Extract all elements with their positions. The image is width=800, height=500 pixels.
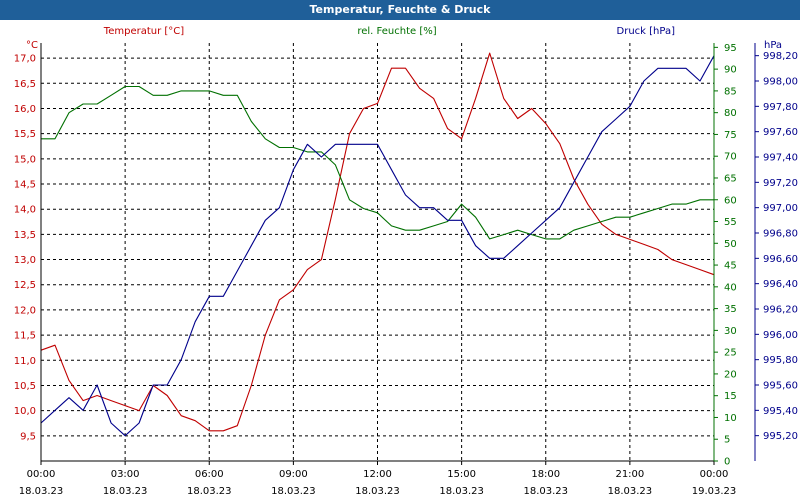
y-tick-pressure: 998,20 xyxy=(763,51,798,62)
y-tick-humidity: 45 xyxy=(724,261,737,272)
x-tick-date: 18.03.23 xyxy=(187,486,232,497)
y-tick-humidity: 80 xyxy=(724,108,737,119)
y-tick-humidity: 15 xyxy=(724,391,737,402)
y-tick-pressure: 997,80 xyxy=(763,102,798,113)
x-tick-time: 09:00 xyxy=(279,469,308,480)
axis-label-pressure: Druck [hPa] xyxy=(617,26,676,37)
y-tick-pressure: 998,00 xyxy=(763,77,798,88)
x-tick-time: 06:00 xyxy=(195,469,224,480)
y-tick-temperature: 15,0 xyxy=(14,154,36,165)
axis-label-humidity: rel. Feuchte [%] xyxy=(357,26,436,37)
y-tick-humidity: 25 xyxy=(724,348,737,359)
y-tick-pressure: 996,40 xyxy=(763,279,798,290)
series-line-pressure xyxy=(40,55,715,437)
x-tick-date: 18.03.23 xyxy=(439,486,484,497)
y-tick-temperature: 14,0 xyxy=(14,205,36,216)
x-tick-time: 00:00 xyxy=(700,469,729,480)
y-tick-pressure: 996,60 xyxy=(763,254,798,265)
y-tick-humidity: 85 xyxy=(724,86,737,97)
y-tick-humidity: 0 xyxy=(724,457,730,468)
y-tick-temperature: 13,5 xyxy=(14,230,36,241)
y-tick-pressure: 996,00 xyxy=(763,330,798,341)
y-tick-temperature: 9,5 xyxy=(20,431,36,442)
y-tick-temperature: 13,0 xyxy=(14,255,36,266)
x-tick-time: 15:00 xyxy=(447,469,476,480)
y-tick-pressure: 997,00 xyxy=(763,203,798,214)
y-tick-humidity: 90 xyxy=(724,65,737,76)
y-tick-humidity: 40 xyxy=(724,282,737,293)
y-tick-pressure: 995,20 xyxy=(763,431,798,442)
y-tick-humidity: 20 xyxy=(724,369,737,380)
y-tick-humidity: 60 xyxy=(724,195,737,206)
series-line-humidity xyxy=(41,85,714,240)
y-tick-temperature: 11,5 xyxy=(14,331,36,342)
y-tick-humidity: 70 xyxy=(724,152,737,163)
x-tick-date: 18.03.23 xyxy=(271,486,316,497)
y-tick-humidity: 30 xyxy=(724,326,737,337)
y-tick-temperature: 14,5 xyxy=(14,180,36,191)
y-tick-humidity: 35 xyxy=(724,304,737,315)
y-tick-pressure: 996,80 xyxy=(763,229,798,240)
y-tick-humidity: 5 xyxy=(724,435,730,446)
x-tick-date: 18.03.23 xyxy=(523,486,568,497)
x-tick-time: 00:00 xyxy=(27,469,56,480)
y-tick-humidity: 10 xyxy=(724,413,737,424)
x-tick-date: 18.03.23 xyxy=(103,486,148,497)
y-tick-temperature: 10,0 xyxy=(14,406,36,417)
y-tick-temperature: 17,0 xyxy=(14,54,36,65)
x-tick-date: 18.03.23 xyxy=(608,486,653,497)
x-tick-time: 18:00 xyxy=(531,469,560,480)
y-tick-humidity: 95 xyxy=(724,43,737,54)
y-tick-pressure: 997,40 xyxy=(763,153,798,164)
y-tick-humidity: 55 xyxy=(724,217,737,228)
y-tick-pressure: 995,40 xyxy=(763,406,798,417)
y-tick-humidity: 75 xyxy=(724,130,737,141)
y-tick-temperature: 11,0 xyxy=(14,356,36,367)
y-tick-pressure: 997,60 xyxy=(763,127,798,138)
y-tick-humidity: 65 xyxy=(724,173,737,184)
y-tick-temperature: 16,5 xyxy=(14,79,36,90)
unit-pressure: hPa xyxy=(764,40,782,51)
y-tick-pressure: 996,20 xyxy=(763,305,798,316)
x-tick-time: 12:00 xyxy=(363,469,392,480)
y-tick-temperature: 15,5 xyxy=(14,129,36,140)
y-tick-temperature: 10,5 xyxy=(14,381,36,392)
y-tick-pressure: 997,20 xyxy=(763,178,798,189)
y-tick-temperature: 12,0 xyxy=(14,305,36,316)
y-tick-pressure: 995,80 xyxy=(763,355,798,366)
x-tick-date: 18.03.23 xyxy=(19,486,64,497)
x-tick-date: 18.03.23 xyxy=(355,486,400,497)
chart-title: Temperatur, Feuchte & Druck xyxy=(0,0,800,20)
x-tick-time: 21:00 xyxy=(615,469,644,480)
y-tick-temperature: 12,5 xyxy=(14,280,36,291)
y-tick-pressure: 995,60 xyxy=(763,381,798,392)
x-tick-date: 19.03.23 xyxy=(692,486,737,497)
y-tick-temperature: 16,0 xyxy=(14,104,36,115)
y-tick-humidity: 50 xyxy=(724,239,737,250)
unit-temperature: °C xyxy=(26,40,38,51)
axis-label-temperature: Temperatur [°C] xyxy=(103,26,184,37)
x-tick-time: 03:00 xyxy=(111,469,140,480)
